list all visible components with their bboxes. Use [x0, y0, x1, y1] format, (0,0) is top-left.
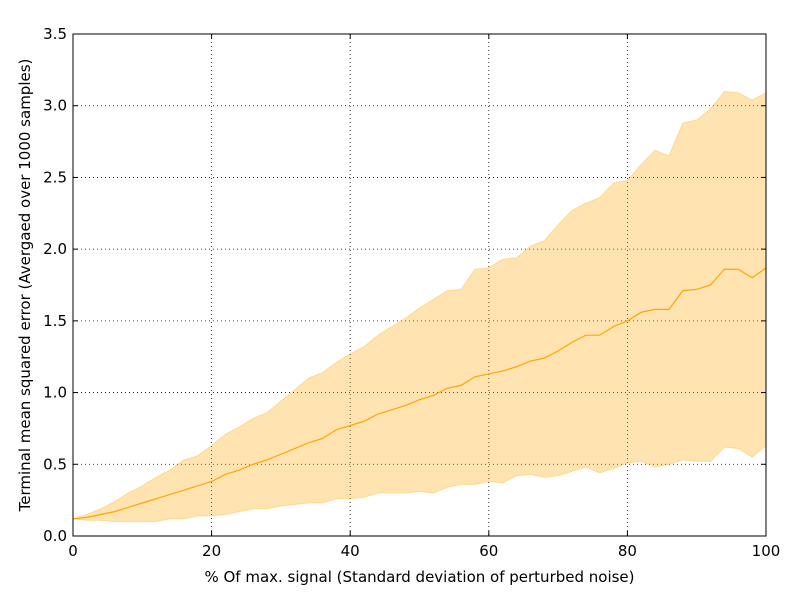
error-band [72, 90, 767, 523]
x-tick-label: 100 [752, 542, 781, 560]
plot-frame [72, 33, 767, 537]
mean-line [72, 267, 767, 520]
x-tick-label: 40 [341, 542, 360, 560]
x-axis-label: % Of max. signal (Standard deviation of … [204, 568, 634, 586]
y-tick-label: 3.5 [43, 25, 67, 43]
x-tick-label: 60 [479, 542, 498, 560]
x-tick-label: 20 [202, 542, 221, 560]
y-tick-label: 3.0 [43, 97, 67, 115]
x-axis: 0 20 40 60 80 100 [68, 34, 780, 560]
y-tick-label: 2.5 [43, 168, 67, 186]
y-tick-label: 0.0 [43, 527, 67, 545]
y-axis: 0.0 0.5 1.0 1.5 2.0 2.5 3.0 3.5 [43, 25, 766, 545]
y-tick-label: 1.0 [43, 384, 67, 402]
x-tick-label: 80 [618, 542, 637, 560]
y-tick-label: 1.5 [43, 312, 67, 330]
y-tick-label: 2.0 [43, 240, 67, 258]
y-tick-label: 0.5 [43, 455, 67, 473]
y-axis-label: Terminal mean squared error (Avergaed ov… [16, 59, 34, 513]
x-tick-label: 0 [68, 542, 78, 560]
